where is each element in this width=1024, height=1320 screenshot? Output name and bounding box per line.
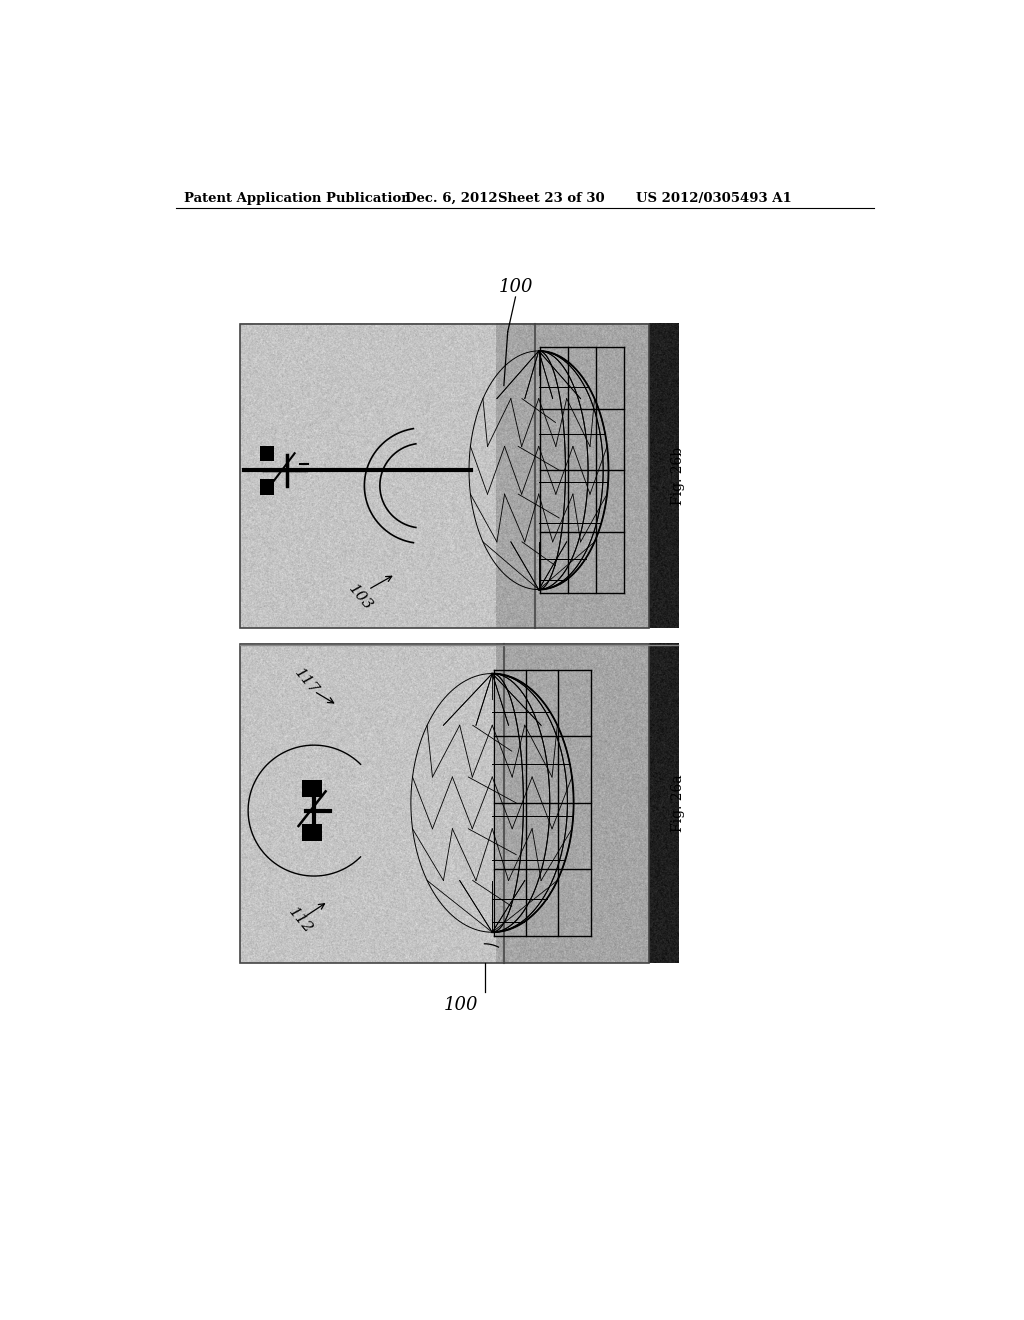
Text: 103: 103 [346,582,375,612]
Bar [302,780,322,797]
Text: 100: 100 [499,279,532,296]
Text: Fig. 26b: Fig. 26b [672,446,685,504]
Text: Sheet 23 of 30: Sheet 23 of 30 [498,191,604,205]
Bar [260,446,273,461]
Text: 112: 112 [286,906,314,936]
Text: 100: 100 [444,997,478,1014]
Text: Dec. 6, 2012: Dec. 6, 2012 [406,191,498,205]
Text: Patent Application Publication: Patent Application Publication [183,191,411,205]
Bar [241,323,649,628]
Bar [260,479,273,495]
Text: US 2012/0305493 A1: US 2012/0305493 A1 [636,191,792,205]
Bar [241,644,649,964]
Text: 117: 117 [292,667,321,698]
Bar [302,825,322,841]
Text: Fig. 26a: Fig. 26a [672,774,685,832]
